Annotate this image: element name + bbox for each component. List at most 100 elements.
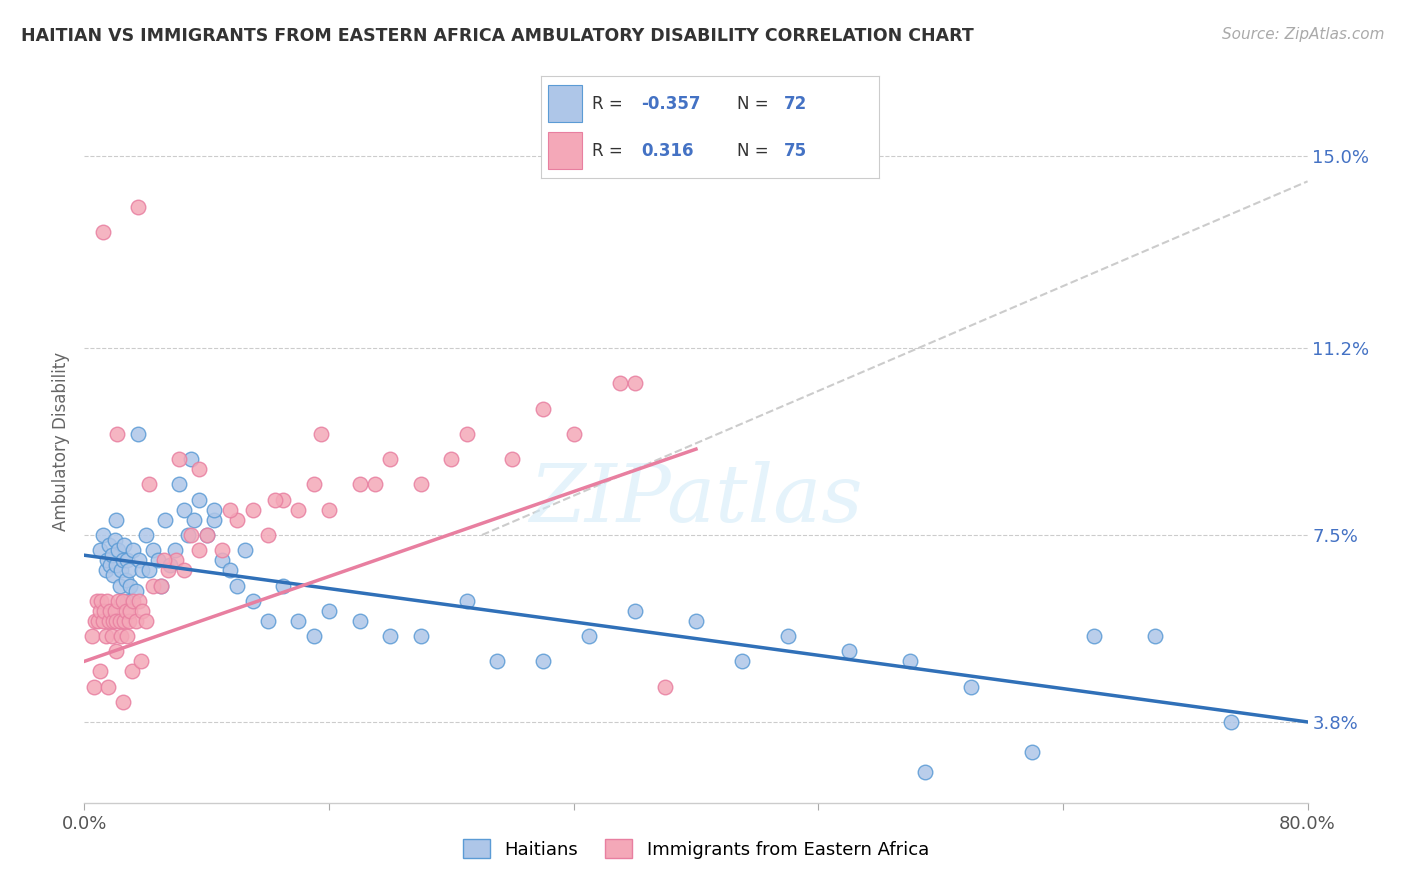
- Point: [111, 553, 134, 567]
- Point: [104, 644, 127, 658]
- Point: [128, 593, 150, 607]
- Point: [502, 452, 524, 467]
- Text: N =: N =: [737, 142, 773, 160]
- Point: [1021, 745, 1043, 759]
- Point: [531, 654, 554, 668]
- Point: [1083, 629, 1105, 643]
- Text: R =: R =: [592, 142, 633, 160]
- Point: [87, 614, 110, 628]
- Point: [107, 593, 129, 607]
- Point: [157, 563, 180, 577]
- Point: [127, 427, 149, 442]
- Point: [105, 614, 128, 628]
- Point: [115, 593, 138, 607]
- Point: [287, 614, 309, 628]
- Point: [97, 680, 120, 694]
- Point: [456, 593, 478, 607]
- Point: [142, 578, 165, 592]
- Point: [177, 528, 200, 542]
- Point: [110, 629, 132, 643]
- Text: HAITIAN VS IMMIGRANTS FROM EASTERN AFRICA AMBULATORY DISABILITY CORRELATION CHAR: HAITIAN VS IMMIGRANTS FROM EASTERN AFRIC…: [21, 27, 974, 45]
- Point: [155, 513, 177, 527]
- Point: [257, 614, 280, 628]
- Point: [131, 563, 153, 577]
- Point: [731, 654, 754, 668]
- Point: [188, 543, 211, 558]
- Point: [380, 629, 402, 643]
- Point: [101, 629, 124, 643]
- Point: [121, 665, 143, 679]
- Point: [108, 578, 131, 592]
- Point: [98, 604, 121, 618]
- Point: [624, 604, 647, 618]
- Point: [114, 604, 136, 618]
- Point: [188, 462, 211, 476]
- Point: [115, 553, 138, 567]
- Point: [105, 558, 128, 573]
- Point: [531, 401, 554, 416]
- Point: [104, 533, 127, 547]
- Point: [80, 629, 103, 643]
- Y-axis label: Ambulatory Disability: Ambulatory Disability: [52, 352, 70, 531]
- Point: [138, 477, 160, 491]
- Point: [776, 629, 799, 643]
- Point: [165, 553, 187, 567]
- Point: [167, 477, 190, 491]
- Point: [122, 543, 145, 558]
- Point: [91, 528, 114, 542]
- Point: [103, 614, 125, 628]
- Point: [456, 427, 478, 442]
- Point: [149, 578, 172, 592]
- Point: [159, 558, 181, 573]
- Bar: [548, 132, 582, 169]
- Text: N =: N =: [737, 95, 773, 112]
- Point: [149, 578, 172, 592]
- Point: [173, 502, 195, 516]
- Point: [838, 644, 860, 658]
- Text: -0.357: -0.357: [641, 95, 700, 112]
- Point: [105, 427, 128, 442]
- Point: [83, 680, 105, 694]
- Point: [135, 614, 157, 628]
- Point: [103, 568, 125, 582]
- Point: [114, 574, 136, 588]
- Text: ZIPatlas: ZIPatlas: [529, 460, 863, 538]
- Point: [486, 654, 509, 668]
- Point: [271, 492, 294, 507]
- Point: [242, 502, 264, 516]
- Point: [89, 543, 111, 558]
- Bar: [548, 85, 582, 122]
- Point: [91, 614, 114, 628]
- Point: [89, 604, 111, 618]
- Point: [218, 502, 240, 516]
- Point: [188, 492, 211, 507]
- Point: [440, 452, 463, 467]
- Point: [318, 502, 340, 516]
- Point: [86, 593, 108, 607]
- Point: [93, 604, 115, 618]
- Point: [115, 629, 138, 643]
- Point: [125, 614, 148, 628]
- Point: [380, 452, 402, 467]
- Point: [264, 492, 287, 507]
- Point: [409, 477, 432, 491]
- Point: [153, 553, 176, 567]
- Point: [1143, 629, 1166, 643]
- Point: [129, 654, 152, 668]
- Point: [89, 665, 111, 679]
- Point: [287, 502, 309, 516]
- Point: [112, 695, 135, 709]
- Point: [211, 553, 233, 567]
- Point: [118, 563, 141, 577]
- Text: 0.316: 0.316: [641, 142, 693, 160]
- Point: [138, 563, 160, 577]
- Point: [112, 614, 135, 628]
- Point: [120, 604, 142, 618]
- Point: [163, 543, 186, 558]
- Point: [84, 614, 107, 628]
- Point: [898, 654, 921, 668]
- Point: [202, 513, 225, 527]
- Point: [105, 513, 128, 527]
- Point: [94, 629, 117, 643]
- Point: [624, 376, 647, 391]
